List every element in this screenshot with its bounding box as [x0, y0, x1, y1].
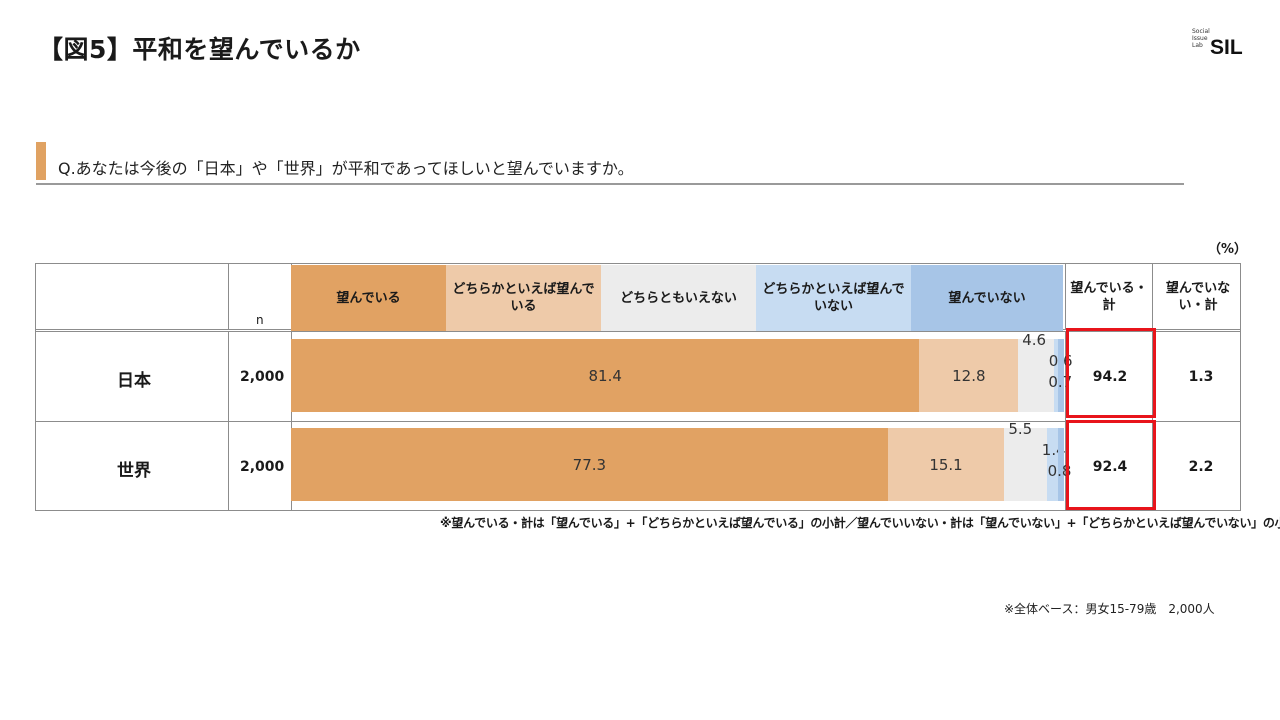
logo-small-text: Social Issue Lab [1192, 28, 1210, 49]
bar-segment [1053, 339, 1059, 412]
question-accent-bar [36, 142, 46, 180]
sil-logo: Social Issue Lab SIL [1192, 28, 1256, 62]
bar-value-label: 81.4 [588, 367, 622, 385]
total-not-world: 2.2 [1188, 459, 1214, 475]
table-divider [1152, 264, 1153, 510]
table-divider [228, 264, 229, 510]
legend-somewhat-want: どちらかといえば望んでいる [446, 265, 601, 331]
legend-somewhat-not-want: どちらかといえば望んでいない [756, 265, 911, 331]
bar-segment [1018, 339, 1054, 412]
unit-label: （%） [1208, 242, 1248, 257]
legend-want: 望んでいる [291, 265, 446, 331]
bar-value-label: 77.3 [572, 456, 607, 474]
total-want-japan: 94.2 [1092, 369, 1128, 385]
bar-segment [291, 339, 920, 412]
footnote: ※望んでいる・計は「望んでいる」+「どちらかといえば望んでいる」の小計／望んでい… [440, 516, 1280, 530]
n-column-label: n [256, 313, 264, 327]
row-divider [36, 421, 1240, 422]
page-title: 【図5】平和を望んでいるか [38, 35, 361, 64]
question-divider [36, 183, 1184, 185]
bar-segment [291, 428, 888, 501]
total-want-world: 92.4 [1092, 459, 1128, 475]
bar-segment [1046, 428, 1058, 501]
bar-segment [919, 339, 1019, 412]
n-value-world: 2,000 [240, 459, 285, 475]
bar-value-label: 5.5 [1008, 420, 1033, 438]
question-text: Q.あなたは今後の「日本」や「世界」が平和であってほしいと望んでいますか。 [58, 159, 634, 178]
bar-value-label: 15.1 [929, 456, 963, 474]
bar-segment [1004, 428, 1047, 501]
sample-base-note: ※全体ベース：男女15-79歳 2,000人 [1004, 602, 1215, 616]
bar-segment [1058, 339, 1064, 412]
bar-segment [887, 428, 1005, 501]
legend-not-want: 望んでいない [911, 265, 1063, 331]
legend-neutral: どちらともいえない [601, 265, 756, 331]
highlight-box-world [1066, 420, 1156, 510]
row-label-world: 世界 [117, 461, 151, 481]
total-not-header: 望んでいない・計 [1165, 281, 1231, 313]
logo-text: SIL [1210, 36, 1243, 59]
highlight-box-japan [1066, 328, 1156, 418]
total-not-japan: 1.3 [1188, 369, 1214, 385]
bar-value-label: 0.8 [1047, 462, 1072, 480]
bar-segment [1057, 428, 1064, 501]
n-value-japan: 2,000 [240, 369, 285, 385]
total-want-header: 望んでいる・計 [1070, 281, 1148, 313]
row-label-japan: 日本 [117, 371, 151, 391]
bar-value-label: 12.8 [952, 367, 986, 385]
bar-value-label: 4.6 [1022, 331, 1047, 349]
table-divider [1065, 264, 1066, 510]
